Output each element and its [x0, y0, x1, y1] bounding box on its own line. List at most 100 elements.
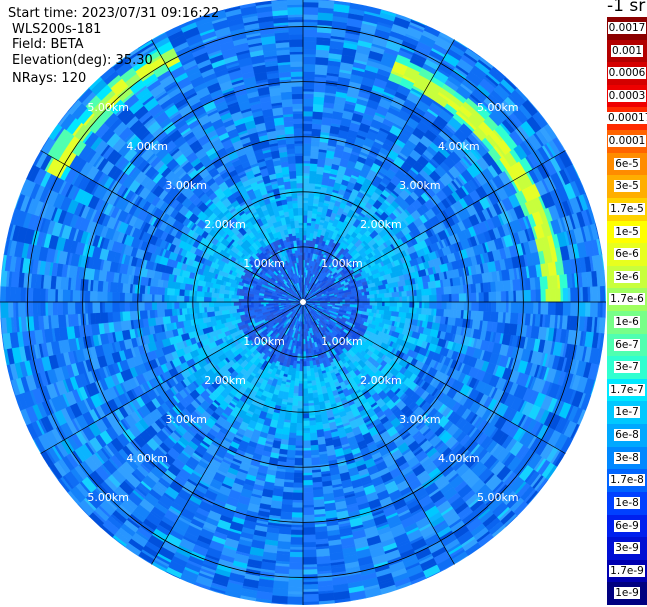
- range-gate-cell: [559, 274, 569, 289]
- range-gate-cell: [314, 414, 323, 424]
- range-gate-cell: [302, 475, 313, 481]
- range-gate-cell: [304, 341, 308, 345]
- range-gate-cell: [310, 140, 321, 147]
- range-gate-cell: [396, 301, 403, 308]
- range-gate-cell: [595, 206, 602, 223]
- range-gate-cell: [283, 481, 294, 488]
- range-gate-cell: [313, 96, 325, 105]
- range-gate-cell: [302, 403, 309, 407]
- range-gate-cell: [317, 151, 327, 161]
- range-gate-cell: [421, 295, 430, 303]
- range-gate-cell: [302, 120, 313, 124]
- range-gate-cell: [280, 503, 293, 513]
- range-gate-cell: [302, 507, 315, 516]
- range-gate-cell: [290, 536, 304, 546]
- range-gate-cell: [350, 0, 368, 4]
- range-gate-cell: [318, 592, 335, 602]
- range-gate-cell: [382, 3, 399, 10]
- range-gate-cell: [318, 0, 335, 9]
- range-gate-cell: [302, 413, 310, 419]
- range-gate-cell: [470, 310, 477, 321]
- range-gate-cell: [495, 280, 504, 293]
- range-gate-cell: [576, 426, 586, 443]
- range-gate-cell: [344, 301, 348, 305]
- range-gate-cell: [309, 420, 317, 426]
- range-gate-cell: [288, 561, 304, 570]
- range-gate-cell: [446, 301, 452, 310]
- range-gate-cell: [302, 405, 309, 412]
- range-gate-cell: [302, 378, 308, 382]
- range-gate-cell: [192, 588, 209, 596]
- range-gate-cell: [421, 308, 427, 316]
- range-gate-cell: [302, 197, 309, 201]
- range-gate-cell: [274, 565, 290, 575]
- range-gate-cell: [388, 287, 395, 294]
- range-gate-cell: [307, 197, 315, 207]
- range-gate-cell: [316, 166, 325, 175]
- range-gate-cell: [302, 48, 317, 55]
- range-gate-cell: [302, 534, 316, 543]
- range-gate-cell: [305, 242, 310, 246]
- range-gate-cell: [302, 351, 307, 360]
- range-gate-cell: [314, 66, 328, 76]
- range-gate-cell: [302, 527, 316, 536]
- range-gate-cell: [502, 280, 512, 292]
- range-gate-cell: [302, 499, 314, 506]
- range-gate-cell: [423, 288, 432, 296]
- range-gate-cell: [409, 295, 415, 303]
- range-gate-cell: [286, 449, 296, 459]
- range-gate-cell: [310, 457, 321, 466]
- range-gate-cell: [311, 128, 322, 138]
- range-gate-cell: [302, 472, 313, 476]
- range-gate-cell: [310, 375, 316, 382]
- range-gate-cell: [599, 285, 606, 303]
- range-gate-cell: [468, 301, 472, 312]
- range-gate-cell: [317, 572, 333, 582]
- range-gate-cell: [409, 301, 415, 309]
- range-gate-cell: [302, 71, 316, 80]
- range-gate-cell: [311, 464, 321, 471]
- range-gate-cell: [302, 205, 309, 211]
- range-gate-cell: [490, 311, 499, 323]
- range-gate-cell: [302, 395, 309, 404]
- range-gate-cell: [298, 381, 304, 385]
- range-gate-cell: [305, 239, 310, 244]
- range-gate-cell: [282, 486, 294, 493]
- range-gate-cell: [312, 397, 320, 406]
- range-gate-cell: [316, 555, 331, 565]
- range-gate-cell: [397, 8, 414, 16]
- range-gate-cell: [287, 579, 304, 588]
- range-gate-cell: [448, 309, 455, 319]
- range-gate-cell: [490, 301, 497, 313]
- range-gate-cell: [320, 124, 332, 134]
- range-gate-cell: [450, 285, 460, 295]
- range-gate-cell: [313, 190, 321, 197]
- range-gate-cell: [238, 600, 256, 605]
- range-gate-cell: [310, 444, 319, 451]
- range-gate-cell: [296, 360, 301, 365]
- range-gate-cell: [426, 308, 432, 316]
- range-gate-cell: [286, 397, 294, 404]
- range-gate-cell: [382, 297, 390, 303]
- range-gate-cell: [508, 290, 514, 303]
- range-gate-cell: [302, 88, 315, 92]
- range-gate-cell: [302, 93, 315, 100]
- range-gate-cell: [302, 1, 319, 8]
- range-gate-cell: [570, 301, 579, 317]
- range-gate-cell: [271, 587, 289, 597]
- range-gate-cell: [311, 385, 318, 391]
- range-gate-cell: [475, 283, 482, 294]
- range-gate-cell: [382, 594, 399, 601]
- range-gate-cell: [302, 41, 317, 50]
- range-gate-cell: [384, 292, 393, 298]
- range-gate-cell: [500, 291, 507, 303]
- range-gate-cell: [478, 292, 485, 303]
- range-gate-cell: [302, 234, 307, 241]
- range-gate-cell: [302, 229, 307, 236]
- range-gate-cell: [302, 63, 316, 72]
- range-gate-cell: [482, 311, 492, 322]
- range-gate-cell: [302, 222, 308, 228]
- range-gate-cell: [482, 282, 489, 293]
- range-gate-cell: [291, 507, 304, 513]
- range-gate-cell: [299, 361, 304, 365]
